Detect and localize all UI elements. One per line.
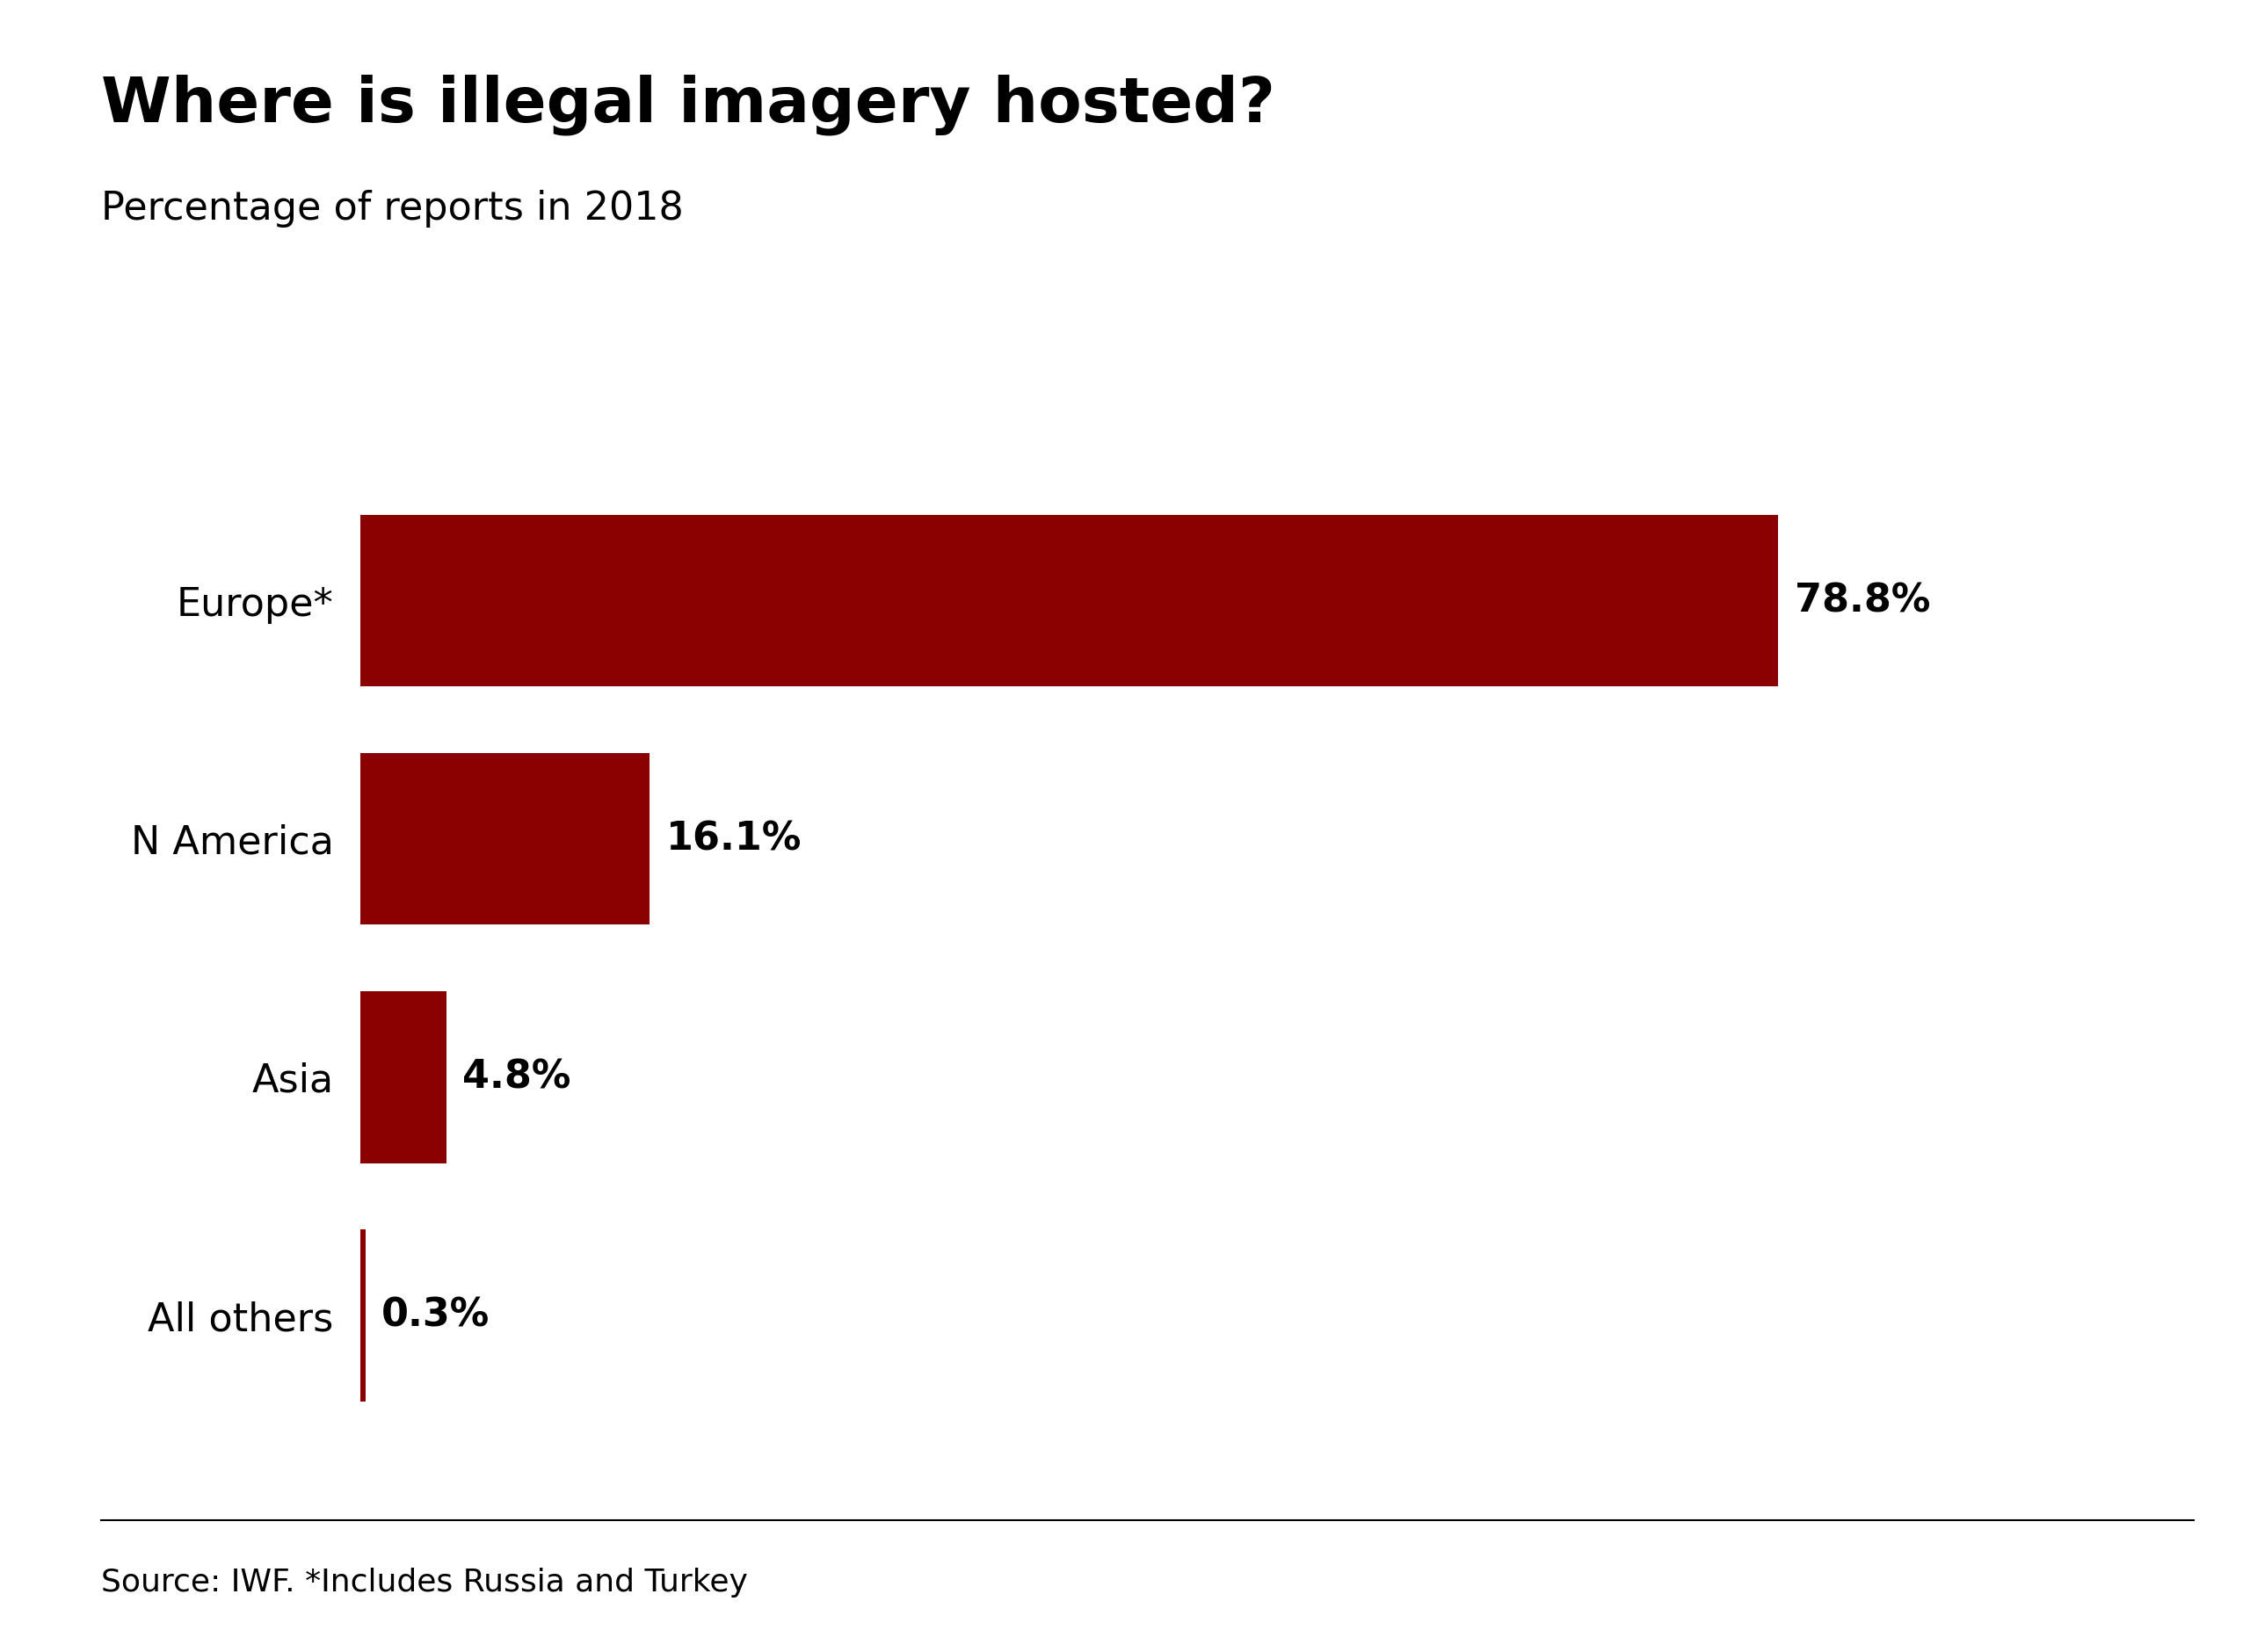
Text: Where is illegal imagery hosted?: Where is illegal imagery hosted?	[101, 74, 1276, 135]
Text: Source: IWF. *Includes Russia and Turkey: Source: IWF. *Includes Russia and Turkey	[101, 1568, 747, 1597]
Text: BBC: BBC	[2036, 1569, 2126, 1606]
Bar	[360, 753, 650, 925]
Text: 78.8%: 78.8%	[1796, 582, 1930, 620]
Text: Percentage of reports in 2018: Percentage of reports in 2018	[101, 190, 684, 228]
Text: 16.1%: 16.1%	[666, 819, 801, 857]
Text: 4.8%: 4.8%	[464, 1059, 572, 1097]
Text: 0.3%: 0.3%	[383, 1297, 491, 1335]
Bar	[360, 991, 446, 1163]
Bar	[360, 515, 1778, 687]
Bar	[360, 1229, 364, 1401]
